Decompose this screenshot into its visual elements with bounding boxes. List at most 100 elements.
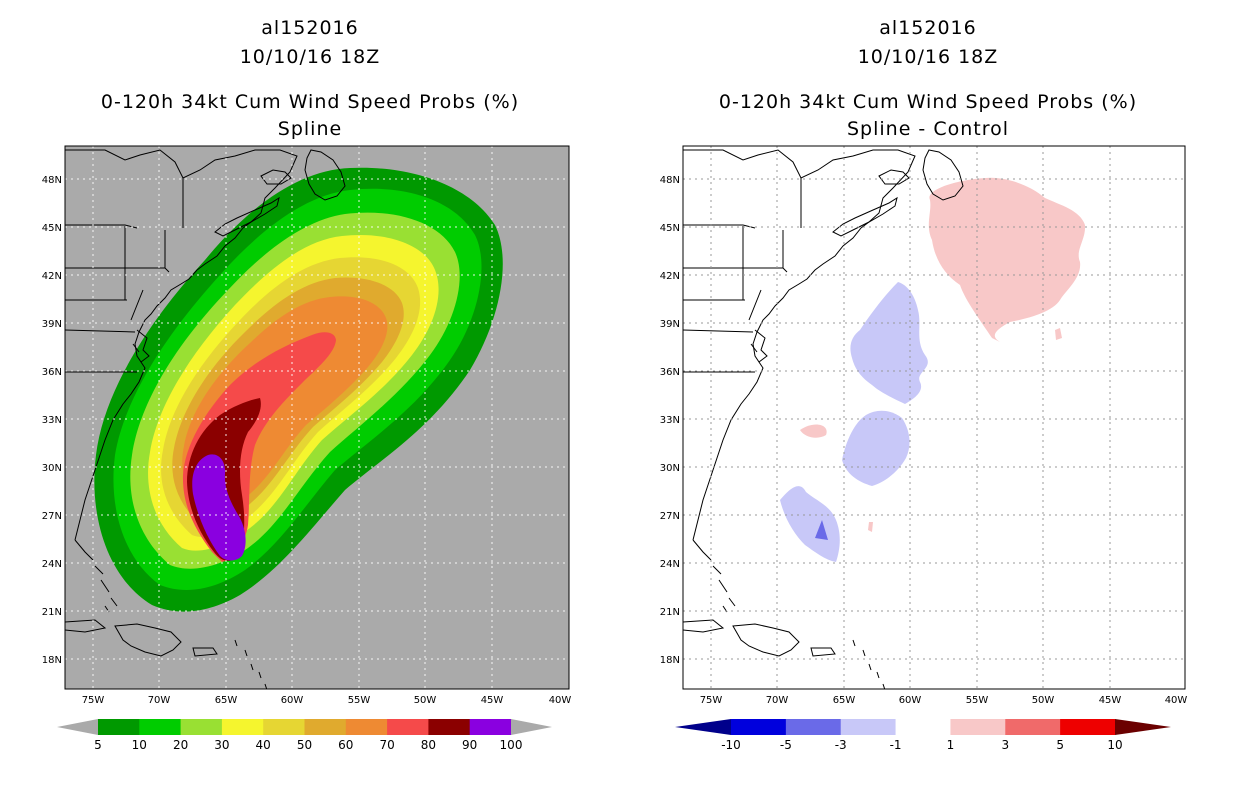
lon-label: 75W <box>700 695 723 706</box>
prob-band-90 <box>192 454 246 561</box>
right-colorbar-cell <box>731 719 787 735</box>
right-colorbar-label: 3 <box>1001 738 1009 752</box>
right-colorbar-label: 1 <box>947 738 955 752</box>
left-colorbar-cell <box>469 719 512 735</box>
lat-label: 21N <box>660 607 680 618</box>
lon-label: 75W <box>82 695 105 706</box>
lat-label: 39N <box>660 319 680 330</box>
lon-label: 65W <box>833 695 856 706</box>
left-product-title: 0-120h 34kt Cum Wind Speed Probs (%) <box>100 91 520 113</box>
lon-label: 70W <box>766 695 789 706</box>
right-colorbar-cell <box>1005 719 1061 735</box>
right-colorbar-cell <box>895 719 951 735</box>
right-colorbar-cell <box>840 719 897 735</box>
left-probability-field <box>65 149 503 689</box>
right-colorbar-label: -3 <box>835 738 847 752</box>
lat-label: 18N <box>660 655 680 666</box>
right-lon-axis: 75W 70W 65W 60W 55W 50W 45W 40W <box>700 695 1188 706</box>
left-colorbar-cell <box>139 719 182 735</box>
lat-label: 18N <box>42 655 62 666</box>
lat-label: 45N <box>660 223 680 234</box>
left-colorbar-label: 70 <box>379 738 394 752</box>
left-colorbar-cell <box>221 719 264 735</box>
lat-label: 48N <box>42 175 62 186</box>
diff-positive-small-3 <box>1055 328 1062 340</box>
lat-label: 33N <box>42 415 62 426</box>
right-gridlines <box>683 146 1185 689</box>
lon-label: 45W <box>1099 695 1122 706</box>
left-datetime: 10/10/16 18Z <box>239 46 381 68</box>
lat-label: 24N <box>42 559 62 570</box>
lat-label: 21N <box>42 607 62 618</box>
colorbar-over-arrow <box>511 719 552 735</box>
left-storm-id: al152016 <box>261 17 359 39</box>
diff-positive-small-1 <box>800 424 827 438</box>
right-product-title: 0-120h 34kt Cum Wind Speed Probs (%) <box>718 91 1138 113</box>
colorbar-over-arrow <box>1115 719 1171 735</box>
left-colorbar-cell <box>263 719 305 735</box>
left-colorbar-label: 20 <box>173 738 188 752</box>
lat-label: 48N <box>660 175 680 186</box>
lat-label: 45N <box>42 223 62 234</box>
right-lat-axis: 48N 45N 42N 39N 36N 33N 30N 27N 24N 21N … <box>660 175 680 666</box>
left-map-frame <box>64 145 570 690</box>
right-colorbar-cell <box>785 719 842 735</box>
left-colorbar-label: 100 <box>500 738 523 752</box>
lat-label: 36N <box>660 367 680 378</box>
left-lat-axis: 48N 45N 42N 39N 36N 33N 30N 27N 24N 21N … <box>42 175 62 666</box>
colorbar-under-arrow <box>675 719 731 735</box>
right-colorbar-label: 10 <box>1107 738 1122 752</box>
left-title-block: al152016 10/10/16 18Z <box>60 14 560 72</box>
lon-label: 65W <box>215 695 238 706</box>
diff-positive-small-2 <box>868 522 873 532</box>
left-colorbar-cell <box>98 719 140 735</box>
left-lon-axis: 75W 70W 65W 60W 55W 50W 45W 40W <box>82 695 572 706</box>
right-storm-id: al152016 <box>879 17 977 39</box>
left-colorbar-label: 90 <box>462 738 477 752</box>
left-gridlines <box>65 146 569 689</box>
lat-label: 30N <box>660 463 680 474</box>
diff-positive-large <box>928 177 1086 342</box>
left-colorbar-cell <box>387 719 429 735</box>
diff-negative-south <box>780 486 840 562</box>
left-colorbar: 5 10 20 30 40 50 60 70 80 90 100 <box>57 719 552 752</box>
lat-label: 27N <box>660 511 680 522</box>
left-colorbar-label: 80 <box>421 738 436 752</box>
lat-label: 36N <box>42 367 62 378</box>
right-subtitle-block: 0-120h 34kt Cum Wind Speed Probs (%) Spl… <box>648 88 1208 144</box>
lon-label: 60W <box>899 695 922 706</box>
right-colorbar: -10 -5 -3 -1 1 3 5 10 <box>675 719 1171 752</box>
lon-label: 40W <box>1165 695 1188 706</box>
lat-label: 42N <box>660 271 680 282</box>
right-colorbar-cell <box>950 719 1006 735</box>
right-subtitle: Spline - Control <box>846 118 1010 140</box>
lat-label: 33N <box>660 415 680 426</box>
left-colorbar-label: 40 <box>256 738 271 752</box>
left-subtitle-block: 0-120h 34kt Cum Wind Speed Probs (%) Spl… <box>30 88 590 144</box>
lon-label: 50W <box>414 695 437 706</box>
lat-label: 30N <box>42 463 62 474</box>
lat-label: 24N <box>660 559 680 570</box>
right-title-block: al152016 10/10/16 18Z <box>678 14 1178 72</box>
right-colorbar-cell <box>1060 719 1116 735</box>
lon-label: 70W <box>148 695 171 706</box>
right-colorbar-label: 5 <box>1056 738 1064 752</box>
lat-label: 42N <box>42 271 62 282</box>
left-colorbar-cell <box>304 719 347 735</box>
right-datetime: 10/10/16 18Z <box>857 46 999 68</box>
left-colorbar-label: 30 <box>214 738 229 752</box>
right-map-frame <box>682 145 1186 690</box>
diff-negative-north <box>850 282 928 404</box>
lon-label: 55W <box>348 695 371 706</box>
left-colorbar-label: 5 <box>94 738 102 752</box>
lon-label: 55W <box>966 695 989 706</box>
left-colorbar-cell <box>345 719 388 735</box>
right-colorbar-label: -5 <box>780 738 792 752</box>
right-colorbar-label: -1 <box>890 738 902 752</box>
left-colorbar-label: 50 <box>297 738 312 752</box>
left-colorbar-label: 10 <box>132 738 147 752</box>
left-subtitle: Spline <box>277 118 343 140</box>
right-colorbar-label: -10 <box>721 738 741 752</box>
left-colorbar-cell <box>428 719 471 735</box>
